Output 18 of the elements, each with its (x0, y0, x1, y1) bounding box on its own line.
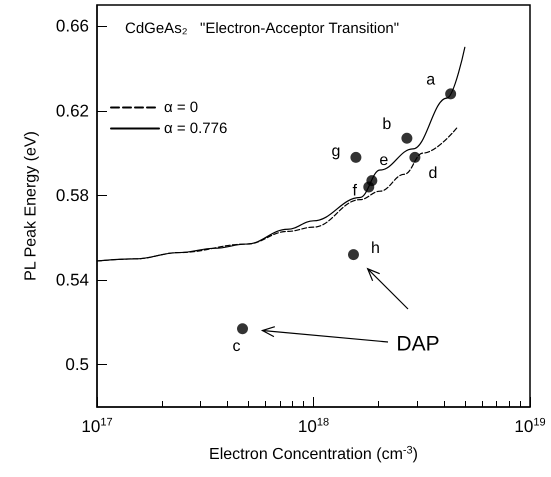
text: CdGeAs₂ "Electron-Acceptor Transition" (125, 20, 400, 37)
annotation: b (382, 116, 392, 133)
annotation: d (428, 164, 438, 182)
annotation: h (371, 240, 380, 258)
y-axis-title: PL Peak Energy (eV) (22, 131, 40, 281)
annotation: g (331, 142, 340, 160)
annotation: f (352, 182, 358, 200)
legend-label: α = 0.776 (164, 120, 228, 137)
annotation: DAP (396, 332, 440, 356)
legend-label: α = 0 (164, 99, 198, 116)
y-tick-label: 0.66 (56, 16, 89, 36)
annotation: a (426, 71, 436, 88)
y-tick-label: 0.5 (65, 355, 89, 374)
annotation: e (379, 152, 388, 170)
y-tick-label: 0.58 (56, 186, 89, 205)
y-tick-label: 0.62 (56, 101, 89, 120)
y-tick-label: 0.54 (56, 270, 89, 290)
annotation: c (232, 338, 241, 356)
